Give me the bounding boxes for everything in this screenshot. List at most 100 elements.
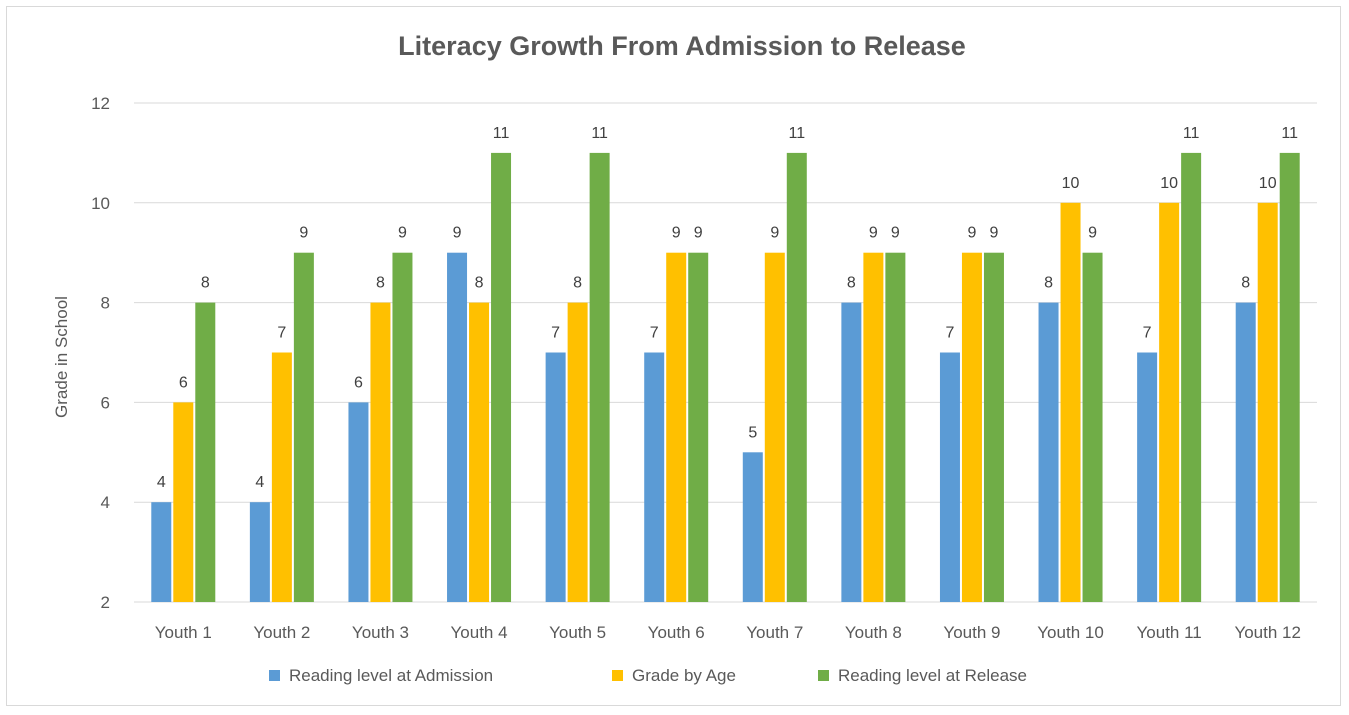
chart-canvas: Literacy Growth From Admission to Releas… (52, 31, 1317, 685)
data-label: 9 (1088, 225, 1097, 242)
data-label: 11 (788, 125, 805, 142)
y-tick-label: 6 (101, 393, 110, 412)
bar-reading-level-at-release-4 (491, 152, 512, 602)
data-label: 4 (157, 474, 166, 491)
data-label: 11 (1183, 125, 1200, 142)
bar-reading-level-at-admission-12 (1235, 302, 1256, 602)
data-label: 8 (1241, 275, 1250, 292)
bar-reading-level-at-release-9 (983, 252, 1004, 602)
bar-grade-by-age-10 (1060, 202, 1081, 603)
x-tick-label: Youth 10 (1037, 623, 1104, 642)
legend-label-2: Grade by Age (632, 666, 736, 685)
data-label: 9 (968, 225, 977, 242)
bar-reading-level-at-release-1 (195, 302, 216, 602)
bar-reading-level-at-release-3 (392, 252, 413, 602)
data-label: 5 (748, 424, 757, 441)
bar-reading-level-at-admission-6 (644, 352, 665, 602)
data-label: 11 (1281, 125, 1298, 142)
x-tick-label: Youth 1 (155, 623, 212, 642)
x-tick-label: Youth 9 (943, 623, 1000, 642)
data-label: 8 (475, 275, 484, 292)
legend-label-3: Reading level at Release (838, 666, 1027, 685)
bar-reading-level-at-admission-1 (151, 502, 172, 602)
y-tick-label: 8 (101, 294, 110, 313)
bar-grade-by-age-9 (961, 252, 982, 602)
x-tick-label: Youth 11 (1137, 623, 1202, 642)
data-label: 9 (299, 225, 308, 242)
data-label: 9 (770, 225, 779, 242)
bar-grade-by-age-4 (469, 302, 490, 602)
data-label: 10 (1160, 175, 1178, 192)
data-label: 9 (869, 225, 878, 242)
bar-grade-by-age-3 (370, 302, 391, 602)
bar-reading-level-at-admission-10 (1038, 302, 1059, 602)
data-label: 7 (1143, 325, 1152, 342)
data-label: 6 (354, 374, 363, 391)
data-label: 8 (376, 275, 385, 292)
bar-grade-by-age-5 (567, 302, 588, 602)
bar-reading-level-at-admission-2 (249, 502, 270, 602)
data-label: 9 (990, 225, 999, 242)
bar-grade-by-age-2 (271, 352, 292, 602)
chart-frame: Literacy Growth From Admission to Releas… (6, 6, 1341, 706)
bar-reading-level-at-admission-7 (742, 452, 763, 602)
bar-reading-level-at-release-5 (589, 152, 610, 602)
bars (151, 152, 1300, 603)
data-label: 6 (179, 374, 188, 391)
data-label: 9 (672, 225, 681, 242)
bar-reading-level-at-release-2 (293, 252, 314, 602)
axis-ticks: 2 4 6 8 10 12 Youth 1 Youth 2 Youth 3 Youth 4 Yout… (91, 94, 1301, 642)
bar-reading-level-at-admission-3 (348, 402, 369, 602)
bar-reading-level-at-admission-11 (1137, 352, 1158, 602)
x-tick-label: Youth 5 (549, 623, 606, 642)
data-label: 8 (573, 275, 582, 292)
bar-grade-by-age-6 (666, 252, 687, 602)
data-label: 8 (847, 275, 856, 292)
bar-reading-level-at-release-12 (1279, 152, 1300, 602)
x-tick-label: Youth 3 (352, 623, 409, 642)
data-label: 7 (946, 325, 955, 342)
legend: Reading level at Admission Grade by Age Re… (269, 666, 1027, 685)
y-tick-label: 10 (91, 194, 110, 213)
bar-grade-by-age-7 (764, 252, 785, 602)
y-axis-label: Grade in School (52, 296, 71, 418)
bar-reading-level-at-admission-8 (841, 302, 862, 602)
bar-reading-level-at-release-10 (1082, 252, 1103, 602)
y-tick-label: 12 (91, 94, 110, 113)
data-label: 11 (493, 125, 510, 142)
data-label: 9 (453, 225, 462, 242)
bar-grade-by-age-12 (1257, 202, 1278, 603)
bar-reading-level-at-admission-9 (939, 352, 960, 602)
data-label: 9 (694, 225, 703, 242)
x-tick-label: Youth 4 (451, 623, 508, 642)
bar-reading-level-at-release-6 (688, 252, 709, 602)
bar-reading-level-at-admission-5 (545, 352, 566, 602)
data-label: 8 (201, 275, 210, 292)
bar-reading-level-at-release-11 (1181, 152, 1202, 602)
chart-title: Literacy Growth From Admission to Releas… (398, 31, 966, 61)
bar-reading-level-at-admission-4 (447, 252, 468, 602)
x-tick-label: Youth 8 (845, 623, 902, 642)
bar-reading-level-at-release-7 (786, 152, 807, 602)
bar-grade-by-age-8 (863, 252, 884, 602)
data-label: 4 (255, 474, 264, 491)
y-tick-label: 4 (101, 493, 110, 512)
data-label: 10 (1259, 175, 1277, 192)
bar-reading-level-at-release-8 (885, 252, 906, 602)
data-label: 7 (650, 325, 659, 342)
bar-grade-by-age-11 (1159, 202, 1180, 603)
gridlines (134, 102, 1317, 603)
data-label: 9 (398, 225, 407, 242)
data-label: 8 (1044, 275, 1053, 292)
data-label: 11 (591, 125, 608, 142)
legend-swatch-2 (612, 670, 623, 681)
bar-grade-by-age-1 (173, 402, 194, 602)
x-tick-label: Youth 2 (253, 623, 310, 642)
legend-swatch-1 (269, 670, 280, 681)
x-tick-label: Youth 7 (746, 623, 803, 642)
y-tick-label: 2 (101, 593, 110, 612)
x-tick-label: Youth 6 (648, 623, 705, 642)
legend-swatch-3 (818, 670, 829, 681)
x-tick-label: Youth 12 (1234, 623, 1301, 642)
